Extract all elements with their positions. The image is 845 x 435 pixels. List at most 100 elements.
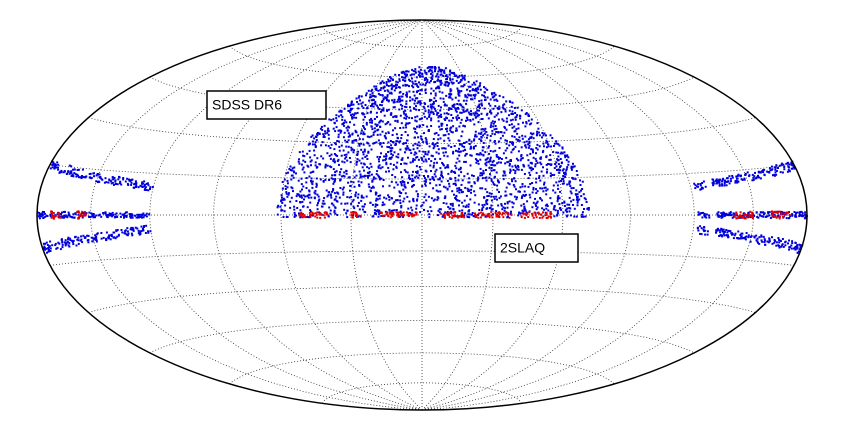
source-dot [378, 175, 380, 178]
source-dot [735, 211, 738, 214]
source-dot [364, 104, 367, 106]
source-dot [374, 130, 377, 133]
source-dot [351, 200, 354, 203]
source-dot [509, 119, 512, 122]
source-dot [90, 212, 93, 215]
source-dot [504, 162, 507, 165]
source-dot [414, 119, 417, 122]
source-dot [506, 206, 509, 209]
source-dot [115, 182, 117, 185]
source-dot [423, 180, 426, 183]
source-dot [341, 123, 344, 126]
source-dot [397, 215, 400, 218]
source-dot [485, 136, 488, 139]
source-dot [378, 108, 381, 111]
source-dot [389, 150, 392, 153]
source-dot [439, 167, 442, 170]
source-dot [403, 162, 406, 165]
source-dot [117, 178, 120, 181]
source-dot [67, 170, 70, 173]
source-dot [87, 234, 90, 237]
source-dot [420, 117, 423, 120]
source-dot [541, 207, 544, 210]
source-dot [408, 122, 411, 124]
source-dot [549, 197, 552, 200]
source-dot [511, 180, 514, 183]
source-dot [430, 197, 433, 200]
source-dot [463, 74, 466, 77]
source-dot [385, 213, 388, 216]
source-dot [579, 179, 581, 182]
source-dot [376, 155, 379, 158]
source-dot [490, 178, 493, 181]
source-dot [542, 190, 545, 193]
source-dot [725, 184, 728, 187]
source-dot [416, 199, 418, 202]
source-dot [68, 245, 71, 248]
source-dot [445, 128, 447, 130]
source-dot [322, 199, 325, 202]
source-dot [557, 195, 560, 198]
source-dot [534, 197, 536, 200]
source-dot [345, 172, 348, 175]
source-dot [739, 234, 742, 236]
source-dot [496, 179, 499, 182]
source-dot [361, 166, 364, 169]
source-dot [388, 208, 391, 211]
source-dot [77, 213, 80, 216]
source-dot [483, 132, 486, 135]
source-dot [354, 211, 357, 214]
source-dot [393, 151, 396, 154]
source-dot [733, 215, 736, 218]
source-dot [518, 139, 521, 142]
source-dot [125, 211, 128, 214]
source-dot [107, 181, 110, 184]
source-dot [429, 98, 431, 101]
source-dot [417, 158, 420, 161]
source-dot [308, 149, 311, 152]
source-dot [373, 209, 376, 212]
source-dot [730, 232, 733, 235]
source-dot [403, 112, 406, 115]
source-dot [458, 117, 460, 119]
source-dot [430, 87, 433, 90]
source-dot [545, 213, 548, 216]
source-dot [460, 183, 463, 186]
source-dot [462, 110, 465, 113]
source-dot [371, 121, 373, 124]
source-dot [477, 121, 480, 124]
source-dot [353, 114, 355, 117]
source-dot [729, 180, 732, 183]
source-dot [479, 211, 482, 214]
source-dot [417, 176, 420, 179]
source-dot [468, 209, 471, 212]
source-dot [538, 216, 541, 219]
source-dot [451, 131, 454, 134]
source-dot [118, 176, 121, 179]
source-dot [465, 116, 468, 119]
source-dot [393, 100, 396, 103]
source-dot [728, 182, 731, 185]
source-dot [791, 214, 794, 217]
source-dot [558, 180, 561, 183]
source-dot [491, 132, 494, 135]
source-dot [526, 154, 529, 157]
source-dot [439, 97, 442, 100]
source-dot [400, 163, 402, 165]
source-dot [470, 112, 472, 115]
source-dot [465, 204, 468, 207]
source-dot [55, 247, 58, 250]
source-dot [551, 174, 554, 176]
source-dot [320, 155, 323, 158]
source-dot [447, 206, 450, 208]
source-dot [731, 176, 734, 179]
source-dot [431, 105, 434, 108]
source-dot [340, 202, 343, 205]
source-dot [381, 108, 384, 111]
source-dot [140, 225, 143, 228]
source-dot [415, 120, 418, 123]
source-dot [109, 238, 112, 241]
source-dot [436, 141, 439, 144]
source-dot [456, 87, 459, 90]
source-dot [545, 207, 548, 210]
